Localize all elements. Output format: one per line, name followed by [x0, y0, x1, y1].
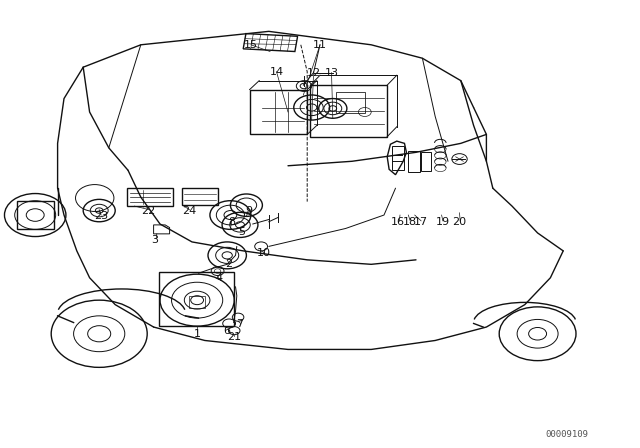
- Bar: [159, 272, 234, 326]
- Text: 8: 8: [228, 217, 236, 227]
- Text: 20: 20: [452, 217, 467, 227]
- Text: 10: 10: [257, 248, 271, 258]
- Bar: [250, 90, 307, 134]
- Bar: [182, 188, 218, 205]
- Text: 19: 19: [436, 217, 450, 227]
- Bar: [408, 151, 420, 172]
- Text: 22: 22: [141, 206, 156, 215]
- Bar: [421, 152, 431, 171]
- Bar: [392, 146, 404, 170]
- Text: 7: 7: [236, 319, 244, 329]
- Text: 13: 13: [324, 68, 339, 78]
- Text: 6: 6: [224, 326, 230, 336]
- Text: 9: 9: [244, 207, 252, 216]
- Bar: [189, 296, 205, 308]
- Text: 14: 14: [269, 67, 284, 77]
- Text: 1: 1: [194, 329, 200, 339]
- Text: 00009109: 00009109: [545, 430, 588, 439]
- Text: 16: 16: [391, 217, 405, 227]
- Text: 5: 5: [239, 227, 245, 237]
- Text: 21: 21: [227, 332, 241, 342]
- Text: 12: 12: [307, 68, 321, 78]
- Text: 3: 3: [152, 235, 158, 245]
- Bar: [127, 188, 173, 206]
- Text: 24: 24: [182, 206, 196, 215]
- Bar: [310, 85, 387, 137]
- Bar: [336, 92, 365, 113]
- Text: 23: 23: [94, 211, 108, 221]
- Bar: [17, 201, 54, 229]
- Text: 18: 18: [403, 217, 417, 227]
- Text: 15: 15: [244, 40, 258, 50]
- Text: 2: 2: [225, 259, 233, 269]
- Text: 17: 17: [414, 217, 428, 227]
- Text: 11: 11: [313, 40, 327, 50]
- Text: 4: 4: [215, 273, 223, 283]
